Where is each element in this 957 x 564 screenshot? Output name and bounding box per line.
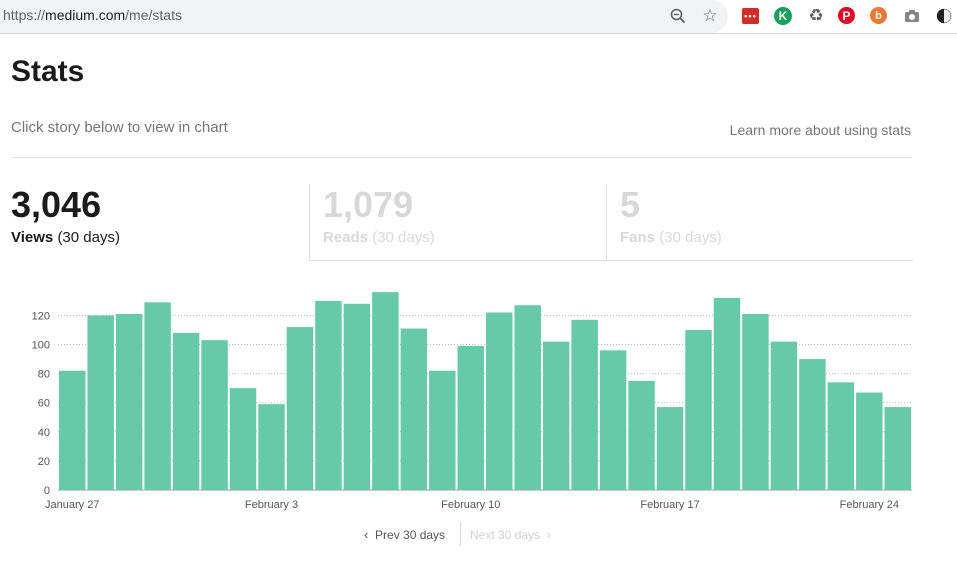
fans-count: 5 — [620, 184, 641, 225]
half-circle-icon[interactable] — [934, 6, 954, 26]
chart-bar[interactable] — [542, 341, 570, 490]
chart-bar[interactable] — [514, 305, 541, 490]
x-tick-label: February 3 — [245, 499, 298, 511]
chevron-left-icon: ‹ — [364, 527, 369, 542]
y-tick-label: 0 — [44, 485, 50, 497]
reads-label: Reads (30 days) — [323, 229, 435, 246]
chart-bar[interactable] — [286, 327, 314, 490]
url-text[interactable]: https://medium.com/me/stats — [3, 7, 182, 23]
chart-bar[interactable] — [571, 319, 598, 490]
y-tick-label: 40 — [38, 427, 50, 439]
lastpass-icon[interactable]: ••• — [742, 8, 759, 24]
chart-bar[interactable] — [115, 313, 143, 490]
chart-bar[interactable] — [799, 359, 826, 490]
views-stat-tab[interactable]: 3,046 Views (30 days) — [11, 184, 309, 260]
b-extension-icon[interactable]: b — [870, 7, 887, 24]
page-title: Stats — [11, 55, 85, 88]
fans-stat-tab[interactable]: 5 Fans (30 days) — [606, 184, 913, 261]
x-tick-label: February 24 — [840, 499, 899, 511]
pager-divider — [460, 522, 461, 546]
chart-bar[interactable] — [343, 303, 371, 490]
chart-bar[interactable] — [144, 302, 171, 490]
bookmark-star-icon[interactable]: ☆ — [702, 6, 718, 25]
chart-bar[interactable] — [429, 370, 456, 490]
chart-bar[interactable] — [172, 332, 200, 490]
y-tick-label: 20 — [38, 456, 50, 468]
chart-bar[interactable] — [713, 297, 741, 490]
y-tick-label: 80 — [38, 369, 50, 381]
url-path: /me/stats — [125, 7, 182, 23]
y-tick-label: 100 — [32, 340, 50, 352]
page-subtitle: Click story below to view in chart — [11, 119, 228, 136]
browser-toolbar: https://medium.com/me/stats ☆ ••• K ♻ P … — [0, 0, 957, 34]
chart-bar[interactable] — [884, 407, 911, 490]
chart-bar[interactable] — [201, 340, 228, 490]
chart-bar[interactable] — [742, 313, 769, 490]
chart-bar[interactable] — [229, 388, 257, 490]
fans-label: Fans (30 days) — [620, 229, 722, 246]
next-30-days-button[interactable]: Next 30 days › — [470, 527, 552, 542]
chart-bar[interactable] — [457, 345, 484, 490]
prev-30-days-button[interactable]: ‹ Prev 30 days — [364, 527, 446, 542]
chart-bar[interactable] — [87, 315, 114, 490]
chart-bar[interactable] — [400, 328, 428, 490]
views-label: Views (30 days) — [11, 229, 120, 246]
pinterest-icon[interactable]: P — [838, 7, 855, 24]
x-tick-label: February 10 — [441, 499, 500, 511]
k-extension-icon[interactable]: K — [774, 7, 792, 25]
chart-bar[interactable] — [599, 350, 627, 490]
url-prefix: https:// — [3, 7, 46, 23]
reads-stat-tab[interactable]: 1,079 Reads (30 days) — [309, 184, 607, 261]
recycle-icon[interactable]: ♻ — [808, 6, 824, 25]
y-tick-label: 60 — [38, 398, 50, 410]
reads-count: 1,079 — [323, 184, 414, 225]
url-host: medium.com — [45, 7, 126, 23]
learn-more-link[interactable]: Learn more about using stats — [729, 122, 911, 138]
divider — [11, 157, 912, 158]
pager: ‹ Prev 30 days Next 30 days › — [0, 522, 957, 546]
chart-bar[interactable] — [258, 404, 285, 490]
views-count: 3,046 — [11, 184, 102, 225]
chart-bar[interactable] — [628, 380, 655, 490]
x-tick-label: February 17 — [640, 499, 699, 511]
views-bar-chart: 0 20 40 60 80 100 120 January 27 February 3 Febru… — [32, 292, 912, 511]
chart-bar[interactable] — [315, 300, 342, 490]
y-tick-label: 120 — [32, 310, 50, 322]
chevron-right-icon: › — [546, 527, 552, 542]
chart-bar[interactable] — [656, 407, 684, 490]
chart-bar[interactable] — [486, 312, 513, 490]
chart-bar[interactable] — [59, 370, 86, 490]
chart-bar[interactable] — [685, 329, 712, 490]
chart-bar[interactable] — [827, 382, 855, 490]
chart-bar[interactable] — [372, 292, 399, 490]
x-tick-label: January 27 — [45, 499, 99, 511]
zoom-icon[interactable] — [668, 6, 688, 26]
address-bar[interactable] — [0, 0, 728, 33]
camera-icon[interactable] — [902, 6, 922, 26]
chart-bar[interactable] — [770, 341, 798, 490]
chart-bar[interactable] — [856, 392, 883, 490]
